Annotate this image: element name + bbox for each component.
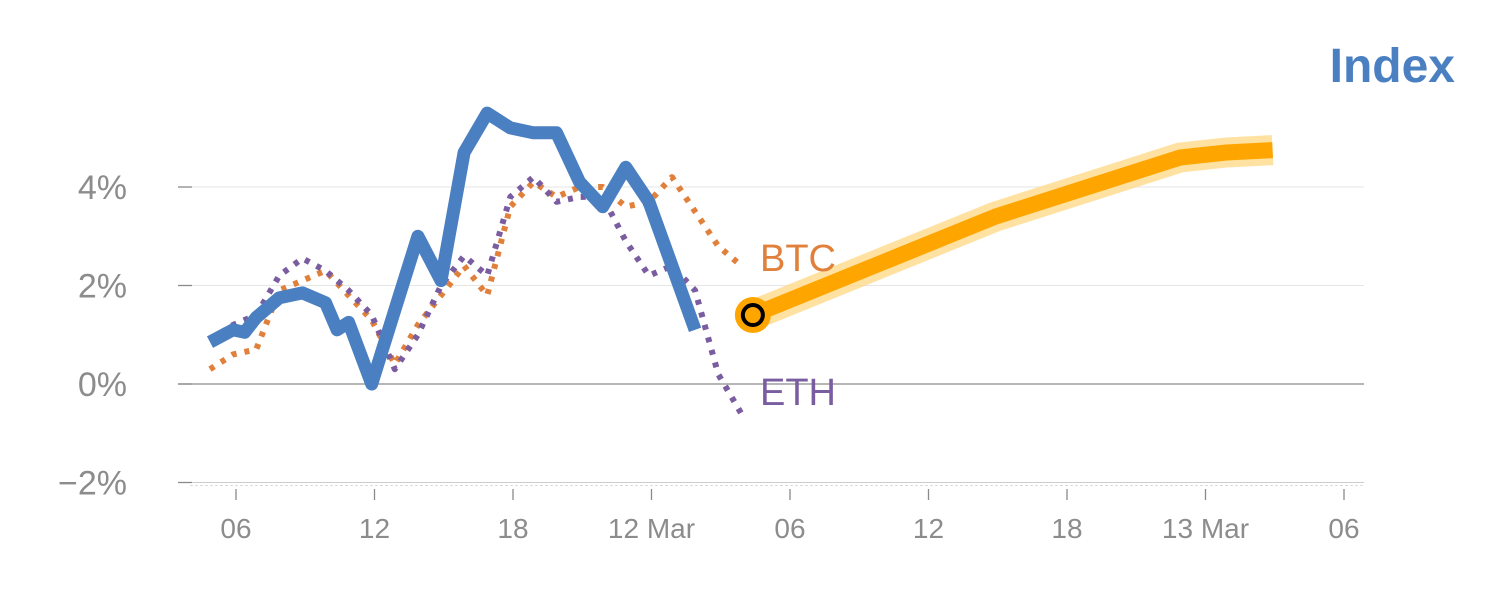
y-tick-label: 2% — [78, 268, 127, 306]
current-marker-dot — [740, 303, 765, 328]
x-tick-label: 06 — [220, 513, 251, 544]
x-tick-label: 18 — [497, 513, 528, 544]
y-tick-label: 4% — [78, 169, 127, 207]
series-labels: BTC ETH — [760, 238, 836, 414]
series-lines — [206, 106, 1274, 416]
y-tick-label: 0% — [78, 366, 127, 404]
x-tick-label: 06 — [774, 513, 805, 544]
series-line-eth — [208, 174, 744, 416]
eth-label: ETH — [760, 372, 836, 414]
chart-title: Index — [1330, 40, 1456, 93]
projection-line — [749, 142, 1274, 323]
x-tick-label: 12 — [913, 513, 944, 544]
btc-label: BTC — [760, 238, 836, 280]
y-axis-ticks: −2% 0% 2% 4% — [58, 169, 192, 503]
x-axis-ticks: 06 12 18 12 Mar 06 12 18 13 Mar 06 — [220, 489, 1360, 544]
x-tick-label: 12 — [359, 513, 390, 544]
index-line — [206, 106, 702, 391]
series-line-btc — [208, 174, 744, 372]
x-tick-label: 18 — [1051, 513, 1082, 544]
x-tick-label: 12 Mar — [608, 513, 695, 544]
y-tick-label: −2% — [58, 465, 127, 503]
x-tick-label: 13 Mar — [1162, 513, 1249, 544]
x-tick-label: 06 — [1328, 513, 1359, 544]
